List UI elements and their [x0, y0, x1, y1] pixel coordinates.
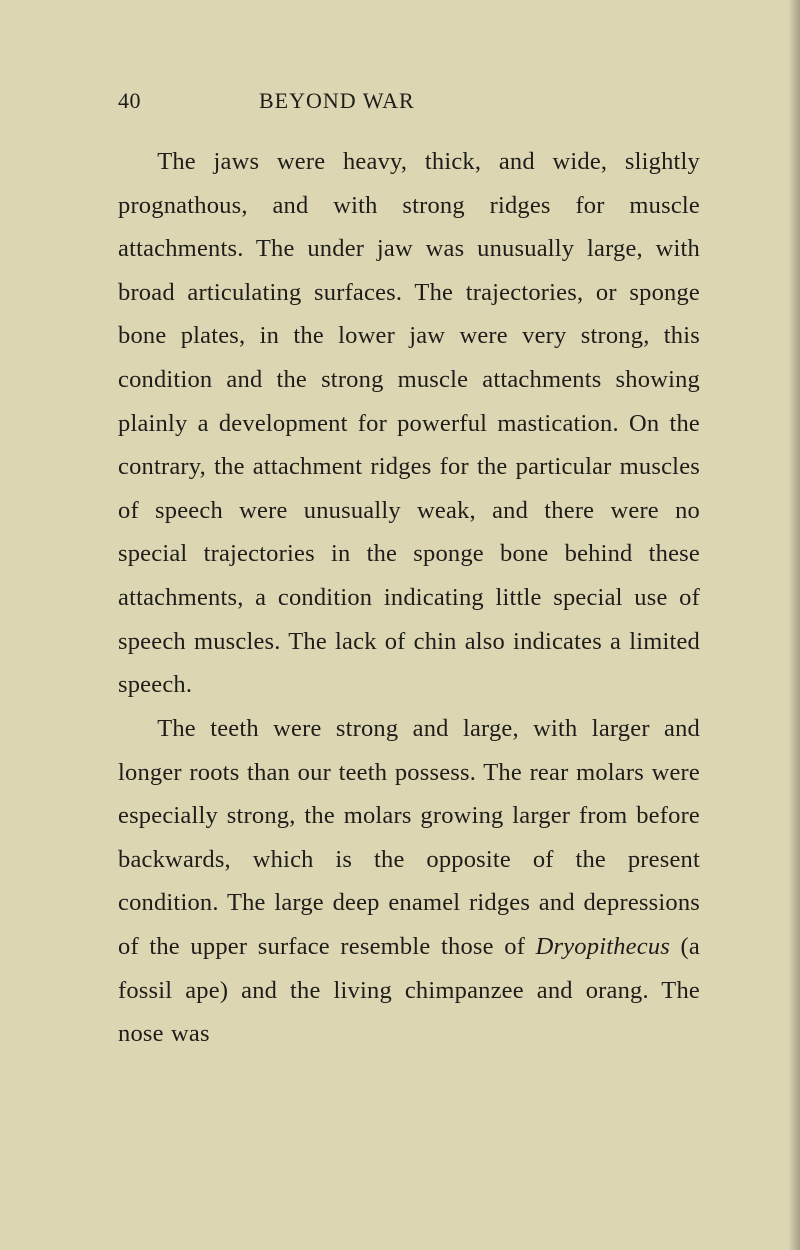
body-text: The jaws were heavy, thick, and wide, sl…: [118, 140, 700, 1056]
paragraph-1: The jaws were heavy, thick, and wide, sl…: [118, 140, 700, 707]
page-header: 40 BEYOND WAR: [118, 88, 700, 114]
page-number: 40: [118, 88, 141, 114]
book-page: 40 BEYOND WAR The jaws were heavy, thick…: [0, 0, 800, 1250]
paragraph-2: The teeth were strong and large, with la…: [118, 707, 700, 1056]
paragraph-2-part-a: The teeth were strong and large, with la…: [118, 715, 700, 960]
page-edge-shadow: [788, 0, 800, 1250]
running-title: BEYOND WAR: [259, 88, 415, 114]
italic-term-dryopithecus: Dryopithecus: [536, 933, 670, 960]
